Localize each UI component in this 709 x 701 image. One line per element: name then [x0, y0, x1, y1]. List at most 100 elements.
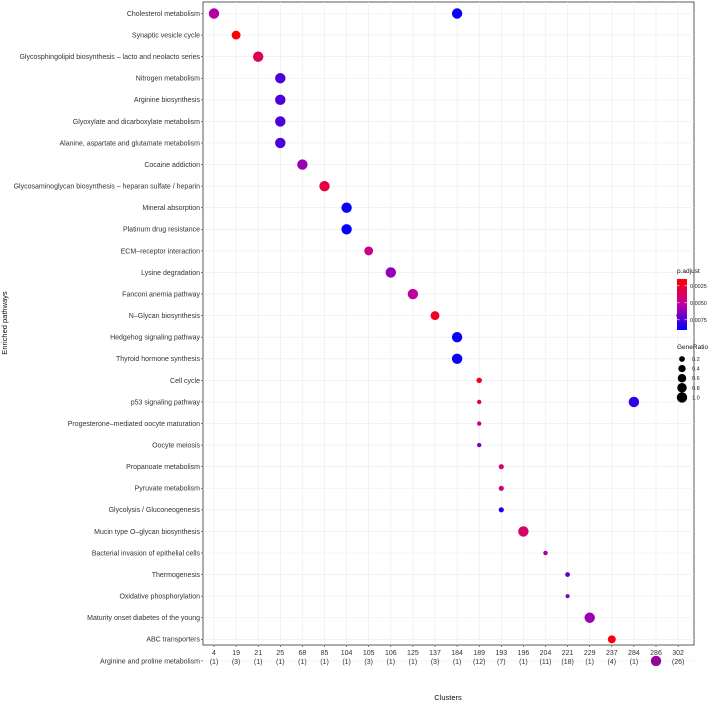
x-tick-label-cluster: 302 [672, 650, 684, 657]
size-legend-label: 0.2 [692, 357, 700, 363]
data-point [650, 655, 662, 667]
data-point [607, 635, 616, 644]
color-legend-bar [677, 279, 687, 330]
y-tick-label: Alanine, aspartate and glutamate metabol… [60, 140, 201, 147]
y-tick-label: Oocyte meiosis [152, 443, 200, 450]
y-tick-label: ABC transporters [146, 637, 200, 644]
data-point [341, 202, 352, 213]
data-point [253, 51, 264, 62]
data-point [451, 8, 463, 19]
data-point [477, 442, 482, 448]
x-tick-label-cluster: 105 [363, 650, 375, 657]
x-tick-label-count: (1) [630, 659, 639, 666]
y-tick-label: Cocaine addiction [144, 162, 200, 169]
data-point [565, 572, 570, 577]
x-tick-label-cluster: 106 [385, 650, 397, 657]
x-tick-label-cluster: 284 [628, 650, 640, 657]
data-point [275, 73, 286, 84]
color-legend-title: p.adjust [677, 268, 700, 275]
x-tick-label-count: (1) [298, 659, 307, 666]
x-tick-label-cluster: 19 [232, 650, 240, 657]
x-tick-label-cluster: 104 [341, 650, 353, 657]
x-tick-label-count: (1) [342, 659, 351, 666]
x-tick-label-count: (1) [276, 659, 285, 666]
x-tick-label-count: (1) [585, 659, 594, 666]
grid-lines [203, 2, 694, 662]
data-point [451, 353, 463, 364]
y-tick-label: Nitrogen metabolism [136, 76, 200, 83]
y-tick-label: Cell cycle [170, 378, 200, 385]
data-point [208, 8, 220, 19]
data-point [385, 267, 396, 278]
data-point [498, 464, 504, 470]
y-tick-label: Lysine degradation [141, 270, 200, 277]
x-tick-label-cluster: 25 [276, 650, 284, 657]
y-tick-label: ECM–receptor interaction [121, 248, 200, 255]
y-tick-label: Oxidative phosphorylation [119, 594, 200, 601]
y-tick-label: Progesterone–mediated oocyte maturation [68, 421, 200, 428]
y-axis-title: Enriched pathways [0, 291, 9, 355]
x-tick-label-cluster: 196 [518, 650, 530, 657]
x-tick-label-count: (3) [232, 659, 241, 666]
y-tick-label: Cholesterol metabolism [127, 11, 200, 18]
x-axis-title: Clusters [434, 693, 462, 701]
size-legend: GeneRatio 0.2 0.4 0.6 0.8 1.0 [676, 344, 708, 403]
y-tick-label: Thyroid hormone synthesis [116, 356, 201, 363]
size-legend-label: 1.0 [692, 395, 700, 401]
data-point [584, 612, 595, 623]
y-tick-label: Synaptic vesicle cycle [132, 32, 200, 39]
x-tick-label-cluster: 286 [650, 650, 662, 657]
size-legend-dot [678, 364, 686, 373]
data-point [275, 94, 286, 106]
x-tick-label-count: (1) [652, 659, 661, 666]
x-tick-label-count: (26) [672, 659, 684, 666]
y-tick-label: Pyruvate metabolism [135, 486, 201, 493]
y-tick-label: Bacterial invasion of epithelial cells [92, 550, 201, 557]
y-tick-label: Glycolysis / Gluconeogenesis [109, 507, 201, 514]
x-tick-label-cluster: 193 [495, 650, 507, 657]
x-tick-label-count: (18) [561, 659, 573, 666]
data-point [477, 421, 482, 426]
x-tick-label-cluster: 137 [429, 650, 441, 657]
size-legend-dot [677, 383, 687, 393]
y-tick-label: Arginine biosynthesis [134, 97, 201, 104]
y-axis-tick-labels: Cholesterol metabolism Synaptic vesicle c… [14, 11, 203, 665]
y-tick-label: Fanconi anemia pathway [122, 291, 200, 298]
data-point [319, 180, 330, 192]
y-tick-label: N–Glycan biosynthesis [129, 313, 201, 320]
data-point [407, 288, 419, 300]
x-tick-label-cluster: 68 [299, 650, 307, 657]
data-point [476, 377, 482, 384]
x-tick-label-cluster: 229 [584, 650, 596, 657]
data-point [275, 137, 286, 149]
data-point [341, 224, 352, 235]
data-point [231, 30, 241, 40]
size-legend-label: 0.8 [692, 386, 700, 392]
x-tick-label-count: (3) [431, 659, 440, 666]
x-tick-label-count: (1) [254, 659, 263, 666]
x-tick-label-count: (1) [210, 659, 219, 666]
x-tick-label-count: (12) [473, 659, 485, 666]
y-tick-label: Glycosaminoglycan biosynthesis – heparan… [14, 184, 200, 191]
data-point [565, 594, 570, 599]
y-tick-label: Platinum drug resistance [123, 227, 200, 234]
y-tick-label: Mineral absorption [142, 205, 200, 212]
x-tick-label-cluster: 237 [606, 650, 618, 657]
data-point [628, 396, 640, 408]
y-tick-label: Glyoxylate and dicarboxylate metabolism [73, 119, 200, 126]
x-axis-tick-labels: 4 (1) 19 (3) 21 (1) 25 (1) 68 (1) 85 (1) 104 (1) 105 (3… [210, 645, 684, 666]
x-tick-label-count: (1) [320, 659, 329, 666]
y-tick-label: Maturity onset diabetes of the young [87, 615, 200, 622]
x-tick-label-cluster: 189 [473, 650, 485, 657]
plot-panel [202, 1, 695, 646]
data-point [364, 246, 374, 256]
data-point [518, 526, 529, 537]
data-point [275, 116, 286, 127]
size-legend-dot [676, 392, 688, 403]
y-tick-label: Mucin type O–glycan biosynthesis [94, 529, 200, 536]
color-legend-label: 0.0075 [690, 318, 707, 324]
data-point [297, 159, 308, 170]
data-point [477, 399, 482, 405]
x-tick-label-cluster: 125 [407, 650, 419, 657]
